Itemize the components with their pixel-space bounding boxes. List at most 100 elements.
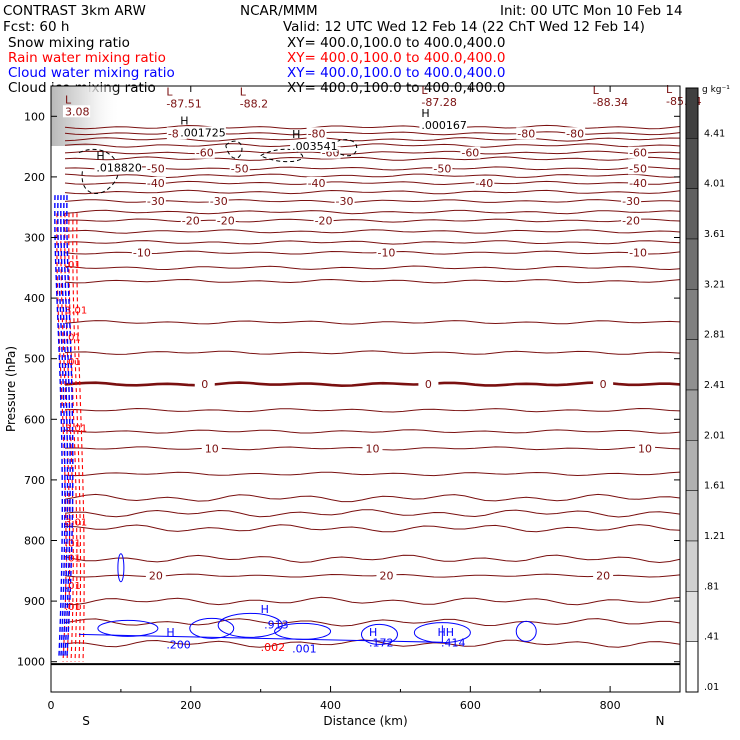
cloud-water-contour: [117, 553, 125, 583]
contour-label: -50: [147, 162, 165, 175]
legend-cloud-ice-xy: XY= 400.0,100.0 to 400.0,400.0: [287, 80, 506, 96]
temperature-contour: [65, 524, 681, 533]
colorbar-segment: [685, 389, 699, 441]
temperature-contour: [64, 471, 681, 477]
contour-label: 20: [596, 570, 610, 583]
contour-label-bg: [593, 569, 614, 582]
temperature-contour: [64, 278, 681, 284]
contour-label: -60: [629, 147, 647, 160]
extremum-value: .001725: [180, 126, 226, 139]
contour-label: -80: [517, 127, 535, 140]
contour-label-bg: [334, 195, 355, 208]
extremum-value: -88.2: [240, 97, 268, 110]
cloud-water-label: .200: [166, 638, 191, 651]
temperature-contour--60: [64, 150, 681, 155]
cloud-water-contour: [78, 625, 443, 643]
contour-label-bg: [306, 127, 327, 140]
temperature-contour--20: [64, 218, 681, 223]
temperature-contour--30: [64, 199, 681, 204]
extremum-value: -87.28: [421, 96, 456, 109]
legend-snow-xy: XY= 400.0,100.0 to 400.0,400.0: [287, 35, 506, 51]
x-axis-label: Distance (km): [323, 714, 407, 728]
contour-label-bg: [628, 162, 649, 175]
temperature-contour--10: [64, 250, 681, 255]
cloud-water-label: .001: [292, 643, 317, 656]
y-tick-label: 500: [24, 353, 45, 366]
contour-label-bg: [362, 442, 383, 455]
cloud-water-label: .172: [369, 637, 394, 650]
extremum-label-bg: [178, 126, 226, 139]
temperature-contour: [64, 350, 681, 355]
contour-label: -30: [622, 195, 640, 208]
y-tick-label: 400: [24, 292, 45, 305]
cloud-water-contour: [63, 195, 71, 656]
edge-label: .01: [65, 333, 81, 344]
contour-label: 10: [365, 442, 379, 455]
extremum-label-bg: [62, 105, 91, 118]
colorbar-label: 4.01: [704, 179, 725, 190]
edge-label: 3.01: [65, 517, 87, 528]
y-tick-label: 900: [24, 595, 45, 608]
colorbar-unit: g kg⁻¹: [702, 85, 730, 95]
contour-label-bg: [593, 378, 614, 391]
extremum-label-bg: [590, 96, 632, 109]
edge-label: .01: [65, 260, 81, 271]
cloud-water-label: .913: [264, 618, 289, 631]
extremum-label-bg: [94, 161, 143, 174]
contour-label: 20: [379, 570, 393, 583]
contour-label-bg: [215, 214, 236, 227]
temperature-contour: [64, 124, 681, 130]
snow-contour: [260, 148, 304, 163]
temperature-contour-20: [64, 573, 681, 578]
temperature-contour: [64, 209, 681, 215]
y-tick-label: 100: [24, 110, 45, 123]
contour-label-bg: [565, 127, 586, 140]
contour-label-bg: [208, 195, 229, 208]
colorbar-label: .81: [704, 581, 719, 592]
colorbar-label: 2.41: [704, 380, 725, 391]
colorbar-segment: [685, 440, 699, 491]
contour-label: -20: [315, 215, 333, 228]
rain-label: .002: [261, 641, 286, 654]
y-tick-label: 300: [24, 232, 45, 245]
contour-label: 0: [600, 378, 607, 391]
contour-label-bg: [194, 146, 215, 159]
title-center: NCAR/MMM: [240, 3, 318, 19]
contour-label-bg: [313, 214, 334, 227]
cloud-water-label: H: [369, 626, 377, 639]
extremum-marker: H: [180, 114, 188, 127]
cloud-water-label: .414: [441, 637, 466, 650]
extremum-label-bg: [290, 139, 338, 152]
temperature-contour: [64, 509, 681, 518]
contour-label-bg: [229, 162, 250, 175]
contour-label-bg: [194, 378, 215, 391]
contour-label: -80: [308, 127, 326, 140]
temperature-contour-0: [64, 381, 681, 388]
init-time: Init: 00 UTC Mon 10 Feb 14: [500, 3, 683, 19]
extremum-value: .018820: [96, 162, 142, 175]
colorbar-segment: [685, 641, 699, 693]
contour-label: -20: [217, 215, 235, 228]
colorbar-label: 1.61: [704, 481, 725, 492]
legend-cloud-water-name: Cloud water mixing ratio: [8, 65, 175, 81]
extremum-marker: L: [240, 85, 247, 98]
contour-label: -30: [147, 195, 165, 208]
temperature-contour--40: [64, 180, 681, 186]
colorbar-label: 2.01: [704, 430, 725, 441]
extremum-value: .000167: [421, 119, 467, 132]
contour-label-bg: [376, 569, 397, 582]
contour-label: -40: [147, 177, 165, 190]
x-end-label-right: N: [656, 714, 665, 728]
colorbar-segment: [685, 591, 699, 642]
x-tick-label: 400: [320, 699, 341, 712]
contour-label: -60: [461, 147, 479, 160]
x-tick-label: 600: [460, 699, 481, 712]
extremum-marker: H: [292, 128, 300, 141]
contour-label: 10: [205, 442, 219, 455]
cloud-water-contour: [97, 619, 159, 637]
edge-label: .01: [65, 357, 81, 368]
temperature-contour: [64, 320, 681, 325]
temperature-contour--80: [64, 131, 681, 136]
contour-label: -40: [475, 177, 493, 190]
